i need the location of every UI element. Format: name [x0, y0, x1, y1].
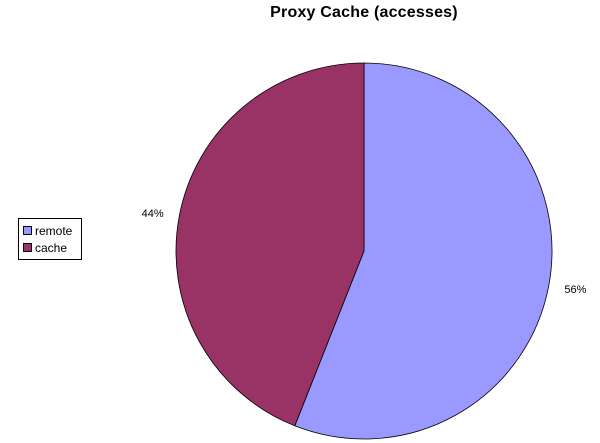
legend-label-cache: cache	[35, 240, 68, 255]
legend-item-remote: remote	[23, 222, 77, 239]
pie-slice-remote	[294, 62, 553, 440]
chart-title: Proxy Cache (accesses)	[270, 4, 458, 21]
data-label-remote: 56%	[564, 284, 586, 296]
pie-slice-cache	[175, 62, 365, 427]
data-label-cache: 44%	[142, 208, 164, 220]
legend-swatch-cache	[23, 243, 32, 252]
legend-label-remote: remote	[35, 223, 73, 238]
legend-swatch-remote	[23, 226, 32, 235]
legend: remote cache	[18, 218, 82, 260]
legend-item-cache: cache	[23, 239, 77, 256]
